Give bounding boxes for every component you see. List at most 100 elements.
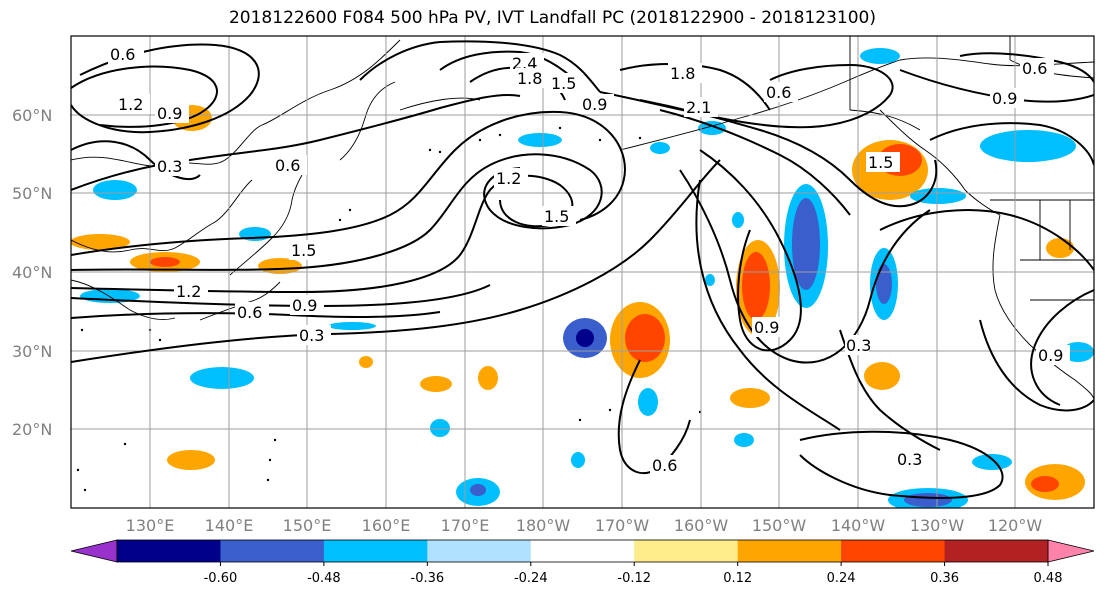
contour-labels: 0.6 1.2 0.9 0.3 0.6 1.5 1.2 0.6 0.9 0.3 … (108, 44, 1070, 475)
contour-label: 1.5 (551, 74, 576, 93)
colorbar-label: 0.24 (827, 571, 856, 586)
shade-patch-negative (518, 133, 562, 147)
contour-line (71, 153, 603, 271)
lon-label: 140°E (205, 516, 254, 535)
map-title: 2018122600 F084 500 hPa PV, IVT Landfall… (228, 8, 876, 28)
colorbar-segment (530, 540, 635, 562)
shade-patch-negative (571, 452, 585, 468)
contour-line (617, 359, 691, 475)
contour-line (439, 50, 581, 86)
contour-label: 2.1 (686, 98, 711, 117)
gulf-alaska-coast (879, 109, 1001, 216)
shade-patch-positive (420, 376, 452, 392)
contour-label: 0.6 (275, 156, 300, 175)
contour-label: 1.5 (291, 241, 316, 260)
contour-line (1030, 289, 1094, 406)
shade-patch-negative (93, 180, 137, 200)
shade-patch-positive (478, 366, 498, 390)
contour-label: 0.6 (1022, 59, 1047, 78)
colorbar-segment (427, 540, 532, 562)
shade-patch-strong-positive (742, 252, 770, 320)
contour-line (699, 149, 802, 352)
north-america-west-coast (992, 214, 1094, 401)
shade-patch-negative (732, 212, 744, 228)
shade-patch-negative (328, 322, 376, 330)
contour-label: 0.6 (652, 456, 677, 475)
us-state-lines (1020, 200, 1094, 301)
shade-patch-negative (650, 142, 670, 154)
contour-line (359, 40, 601, 93)
contour-line (71, 140, 201, 180)
colorbar-label: 0.48 (1034, 571, 1063, 586)
lon-label: 140°W (831, 516, 886, 535)
contour-label: 0.3 (299, 326, 324, 345)
colorbar-segment (841, 540, 946, 562)
lat-label: 60°N (12, 106, 52, 125)
colorbar-label: -0.36 (411, 571, 445, 586)
contour-label: 0.6 (237, 303, 262, 322)
islands (76, 126, 702, 492)
shade-patch-very-strong-negative (576, 329, 594, 347)
colorbar-segment (323, 540, 428, 562)
contour-line (839, 329, 941, 451)
china-coast (71, 179, 253, 253)
contour-label: 1.2 (118, 95, 143, 114)
colorbar-segment (117, 540, 221, 562)
contour-line (799, 430, 1004, 499)
colorbar-label: 0.36 (930, 571, 959, 586)
shade-patch-negative (430, 419, 450, 437)
shade-patch-positive (167, 450, 215, 470)
contour-line (979, 319, 1094, 412)
contour-line (71, 110, 627, 256)
contour-label: 1.8 (517, 69, 542, 88)
shade-patch-strong-positive (1031, 476, 1059, 492)
contour-label: 0.9 (992, 89, 1017, 108)
shade-patch-negative (972, 454, 1012, 470)
colorbar-label: -0.24 (514, 571, 548, 586)
lon-label: 130°E (126, 516, 175, 535)
lon-label: 160°W (674, 516, 729, 535)
colorbar-label: -0.48 (307, 571, 341, 586)
lon-label: 170°W (595, 516, 650, 535)
colorbar-label: -0.12 (617, 571, 651, 586)
colorbar-left-arrow (70, 539, 118, 563)
kamchatka-coast (339, 81, 396, 161)
contour-line (695, 179, 841, 431)
contour-label: 0.6 (766, 83, 791, 102)
contour-line (71, 65, 218, 128)
lon-label: 130°W (910, 516, 965, 535)
lon-label: 180°W (516, 516, 571, 535)
lat-label: 40°N (12, 263, 52, 282)
japan-coast (229, 174, 303, 276)
contour-line (959, 52, 1094, 83)
contour-label: 1.8 (670, 64, 695, 83)
contour-line (619, 63, 771, 111)
gridlines (71, 36, 1094, 508)
shade-patch-negative (734, 433, 754, 447)
colorbar-segment (220, 540, 325, 562)
shade-patch-negative (910, 188, 966, 204)
colorbar-label: 0.12 (723, 571, 752, 586)
asia-coast (71, 39, 401, 167)
lat-label: 30°N (12, 342, 52, 361)
shade-patch-negative (980, 130, 1076, 162)
shade-patch-strong-negative (904, 493, 952, 507)
lon-label: 150°E (283, 516, 332, 535)
contour-label: 0.3 (846, 336, 871, 355)
contour-line (879, 209, 1094, 271)
colorbar-right-arrow (1047, 539, 1095, 563)
contour-label: 0.9 (754, 318, 779, 337)
contour-label: 1.5 (544, 207, 569, 226)
colorbar-frame (116, 539, 1049, 563)
contour-label: 0.9 (157, 104, 182, 123)
contour-line (71, 159, 721, 363)
contour-label: 0.6 (110, 45, 135, 64)
shade-patch-strong-negative (470, 484, 486, 496)
contour-label: 1.2 (496, 169, 521, 188)
contour-line (71, 43, 260, 134)
lon-label: 170°E (441, 516, 490, 535)
lon-label: 120°W (988, 516, 1043, 535)
shade-patch-strong-positive (625, 314, 665, 362)
contour-line (71, 93, 521, 191)
contour-line (929, 122, 1094, 166)
